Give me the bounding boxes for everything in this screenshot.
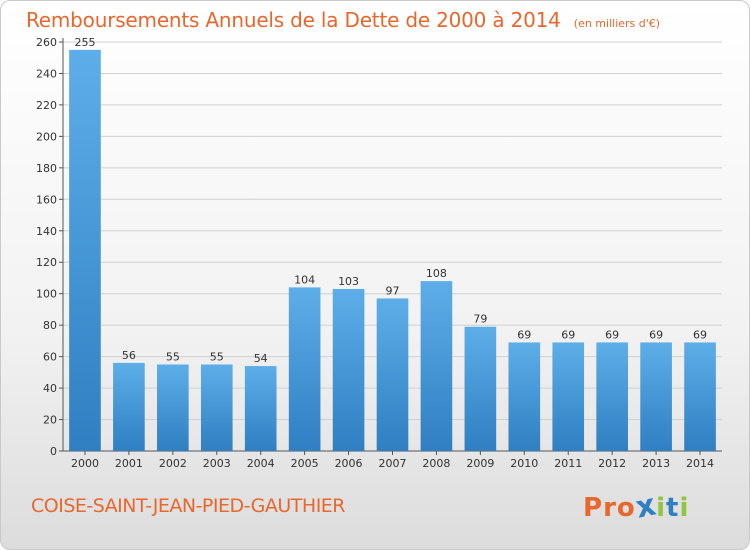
y-tick-label: 20 — [43, 414, 57, 427]
x-tick-label: 2003 — [203, 457, 231, 470]
x-tick-label: 2005 — [291, 457, 319, 470]
x-tick-label: 2004 — [247, 457, 275, 470]
x-tick-label: 2000 — [71, 457, 99, 470]
y-tick-label: 120 — [36, 256, 57, 269]
town-name: COISE-SAINT-JEAN-PIED-GAUTHIER — [31, 495, 346, 517]
data-label: 55 — [210, 350, 224, 363]
x-tick-label: 2013 — [642, 457, 670, 470]
data-label: 69 — [517, 328, 531, 341]
y-tick-label: 60 — [43, 351, 57, 364]
bar — [684, 342, 716, 451]
y-tick-label: 80 — [43, 319, 57, 332]
data-label: 69 — [693, 328, 707, 341]
bar — [69, 49, 101, 451]
y-tick-label: 260 — [36, 36, 57, 49]
bar — [420, 281, 453, 451]
data-label: 69 — [605, 328, 619, 341]
data-label: 54 — [254, 352, 268, 365]
bar — [596, 342, 628, 451]
bar — [376, 298, 409, 451]
y-tick-label: 240 — [36, 67, 57, 80]
x-tick-label: 2011 — [554, 457, 582, 470]
x-tick-label: 2007 — [379, 457, 407, 470]
data-label: 104 — [294, 273, 315, 286]
data-label: 55 — [166, 350, 180, 363]
title-row: Remboursements Annuels de la Dette de 20… — [26, 8, 660, 32]
y-tick-label: 200 — [36, 130, 57, 143]
bar — [552, 342, 585, 451]
x-tick-label: 2012 — [598, 457, 626, 470]
y-tick-label: 100 — [36, 288, 57, 301]
chart-unit: (en milliers d'€) — [573, 17, 661, 30]
x-tick-label: 2001 — [115, 457, 143, 470]
bar — [244, 366, 277, 451]
bar — [113, 362, 145, 451]
data-label: 56 — [122, 349, 136, 362]
x-tick-label: 2006 — [335, 457, 363, 470]
y-tick-label: 140 — [36, 225, 57, 238]
bar — [640, 342, 672, 451]
bar — [288, 287, 321, 451]
y-tick-label: 220 — [36, 99, 57, 112]
data-label: 103 — [338, 275, 359, 288]
x-tick-label: 2002 — [159, 457, 187, 470]
bar — [332, 288, 365, 451]
data-label: 79 — [473, 313, 487, 326]
bar — [464, 326, 497, 451]
x-tick-label: 2009 — [466, 457, 494, 470]
data-label: 69 — [561, 328, 575, 341]
data-label: 108 — [426, 267, 447, 280]
x-tick-label: 2008 — [422, 457, 450, 470]
data-label: 69 — [649, 328, 663, 341]
proxiti-logo: Proxiti — [583, 487, 690, 526]
x-tick-label: 2014 — [686, 457, 714, 470]
y-tick-label: 0 — [50, 445, 57, 458]
data-label: 97 — [386, 284, 400, 297]
bar — [508, 342, 541, 451]
y-tick-label: 40 — [43, 382, 57, 395]
bar — [200, 364, 233, 451]
y-tick-label: 180 — [36, 162, 57, 175]
data-label: 255 — [74, 36, 95, 49]
y-tick-label: 160 — [36, 193, 57, 206]
chart-title: Remboursements Annuels de la Dette de 20… — [26, 8, 561, 32]
bar — [157, 364, 189, 451]
x-tick-label: 2010 — [510, 457, 538, 470]
